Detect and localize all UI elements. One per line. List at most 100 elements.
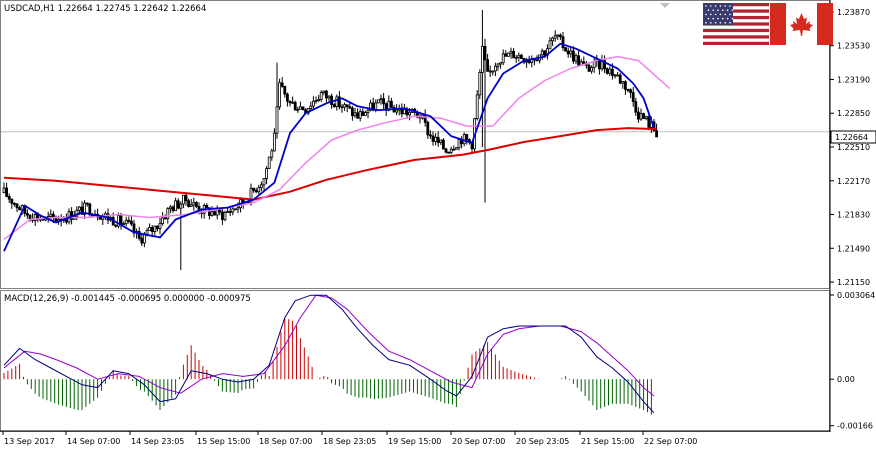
candle-body xyxy=(655,130,658,138)
candle-body xyxy=(618,74,622,84)
current-price-label: 1.22664 xyxy=(835,133,868,142)
candle-body xyxy=(228,211,232,213)
candle-body xyxy=(428,134,432,137)
candle-body xyxy=(441,139,445,150)
candle-body xyxy=(582,61,586,64)
candle-body xyxy=(254,189,258,193)
usa-flag-icon xyxy=(703,3,769,45)
candle-body xyxy=(556,34,560,37)
candle-body xyxy=(504,53,508,57)
candle-body xyxy=(637,111,640,120)
time-tick-label: 13 Sep 2017 xyxy=(4,437,55,446)
us-star xyxy=(712,9,714,11)
candle-body xyxy=(363,112,367,116)
candle-body xyxy=(298,106,302,110)
us-star xyxy=(722,17,724,20)
candle-body xyxy=(426,121,430,136)
candle-body xyxy=(626,89,630,91)
candle-body xyxy=(317,99,321,102)
candle-body xyxy=(148,227,152,232)
candle-body xyxy=(324,90,328,99)
candle-body xyxy=(629,89,632,93)
candle-body xyxy=(449,148,453,153)
candle-body xyxy=(119,215,123,225)
candle-body xyxy=(25,213,29,216)
candle-body xyxy=(577,55,580,66)
candle-body xyxy=(572,50,575,62)
candle-body xyxy=(122,223,125,226)
candle-body xyxy=(434,136,438,142)
price-tick-label: 1.21490 xyxy=(837,244,870,253)
candle-body xyxy=(166,208,170,219)
macd-histogram xyxy=(3,317,652,415)
price-tick-label: 1.23870 xyxy=(837,8,870,17)
candle-body xyxy=(535,59,539,62)
candle-body xyxy=(382,98,386,105)
price-tick-label: 1.22510 xyxy=(837,143,870,152)
candle-body xyxy=(486,59,490,72)
candle-body xyxy=(559,34,562,38)
candle-body xyxy=(520,54,523,59)
candle-body xyxy=(465,134,469,140)
us-star xyxy=(710,13,712,16)
candle-body xyxy=(12,202,16,205)
candle-body xyxy=(205,205,209,209)
candle-body xyxy=(181,194,185,205)
candle-body xyxy=(553,35,557,39)
us-star xyxy=(719,22,722,24)
us-star xyxy=(717,9,719,11)
candle-body xyxy=(480,46,484,73)
chart-close-icon[interactable] xyxy=(660,3,670,8)
candle-body xyxy=(155,225,159,230)
candle-body xyxy=(33,214,37,222)
candle-body xyxy=(457,139,461,149)
candle-body xyxy=(278,82,282,108)
candle-body xyxy=(259,184,263,189)
price-tick-label: 1.22170 xyxy=(837,177,870,186)
time-tick-label: 20 Sep 23:05 xyxy=(516,437,569,446)
candle-body xyxy=(569,50,573,55)
candle-body xyxy=(499,62,503,65)
candle-body xyxy=(621,81,625,84)
candle-body xyxy=(431,135,435,142)
candle-body xyxy=(402,109,406,115)
candle-body xyxy=(452,148,456,151)
candle-body xyxy=(189,204,193,207)
candle-body xyxy=(613,74,617,77)
candle-body xyxy=(171,206,175,212)
time-tick-label: 15 Sep 15:00 xyxy=(197,437,250,446)
candle-body xyxy=(174,200,178,212)
candle-body xyxy=(311,100,315,107)
candle-body xyxy=(184,194,188,202)
us-star xyxy=(731,9,734,11)
us-star xyxy=(707,17,710,20)
candle-body xyxy=(140,237,144,244)
candle-body xyxy=(647,116,651,128)
us-star xyxy=(729,22,731,24)
candle-body xyxy=(527,60,531,63)
candle-body xyxy=(348,106,352,109)
candle-body xyxy=(213,211,217,216)
candle-body xyxy=(605,68,609,74)
us-stripe xyxy=(703,41,769,45)
candle-body xyxy=(267,156,271,169)
candle-body xyxy=(353,112,357,117)
candle-body xyxy=(293,101,297,111)
time-tick-label: 14 Sep 23:05 xyxy=(131,437,184,446)
candle-body xyxy=(15,203,19,209)
candle-body xyxy=(345,104,349,108)
candle-body xyxy=(506,52,510,57)
candle-body xyxy=(114,224,118,227)
time-tick-label: 14 Sep 07:00 xyxy=(67,437,120,446)
candle-body xyxy=(335,96,339,107)
candle-body xyxy=(288,100,292,104)
price-tick-label: 1.22850 xyxy=(837,109,870,118)
candle-body xyxy=(444,148,448,153)
candle-body xyxy=(322,90,326,93)
candle-body xyxy=(478,72,482,96)
candlestick-series xyxy=(2,9,658,271)
candle-body xyxy=(85,202,89,205)
macd-info-label: MACD(12,26,9) -0.001445 -0.000695 0.0000… xyxy=(4,294,251,304)
us-star xyxy=(729,5,731,7)
